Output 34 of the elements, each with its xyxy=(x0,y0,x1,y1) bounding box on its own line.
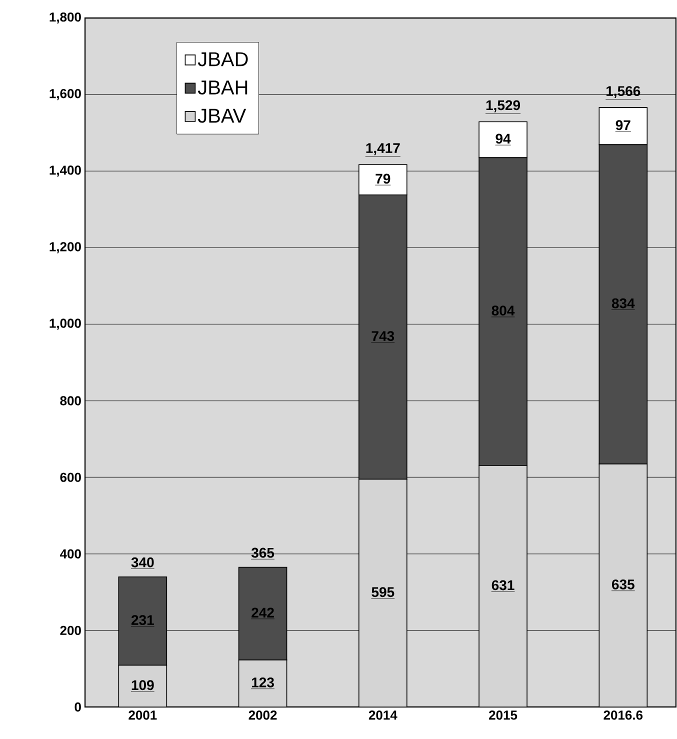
data-label: 79 xyxy=(376,174,390,184)
data-label: 743 xyxy=(372,331,394,342)
x-tick-label: 2001 xyxy=(128,710,157,720)
data-label: 123 xyxy=(252,677,274,688)
data-label: 635 xyxy=(612,579,635,590)
y-tick-label: 0 xyxy=(74,702,82,712)
legend-label: JBAV xyxy=(198,108,246,123)
data-label: 804 xyxy=(492,306,515,316)
data-label: 94 xyxy=(496,134,511,144)
total-label: 1,529 xyxy=(486,100,520,112)
x-tick-label: 2015 xyxy=(489,710,518,720)
y-tick-label: 200 xyxy=(60,626,82,636)
x-tick-label: 2002 xyxy=(248,710,277,720)
data-label: 834 xyxy=(612,298,635,308)
data-label: 109 xyxy=(132,680,154,690)
x-tick-label: 2014 xyxy=(369,710,398,720)
y-tick-label: 400 xyxy=(60,549,82,558)
data-label: 97 xyxy=(616,120,631,130)
y-tick-label: 1,000 xyxy=(50,318,82,330)
data-label: 595 xyxy=(372,587,394,598)
y-tick-label: 1,400 xyxy=(50,166,82,177)
x-tick-label: 2016.6 xyxy=(604,710,643,720)
legend-label: JBAH xyxy=(198,80,248,95)
data-label: 631 xyxy=(492,580,515,590)
legend-label: JBAD xyxy=(198,52,248,66)
y-tick-label: 1,800 xyxy=(50,12,82,24)
y-tick-label: 600 xyxy=(60,472,82,482)
y-tick-label: 1,200 xyxy=(50,242,82,254)
total-label: 1,417 xyxy=(366,143,400,156)
data-label: 242 xyxy=(252,608,274,618)
data-label: 231 xyxy=(132,615,154,626)
y-tick-label: 800 xyxy=(60,396,82,406)
y-tick-label: 1,600 xyxy=(50,89,82,100)
total-label: 340 xyxy=(131,557,154,568)
